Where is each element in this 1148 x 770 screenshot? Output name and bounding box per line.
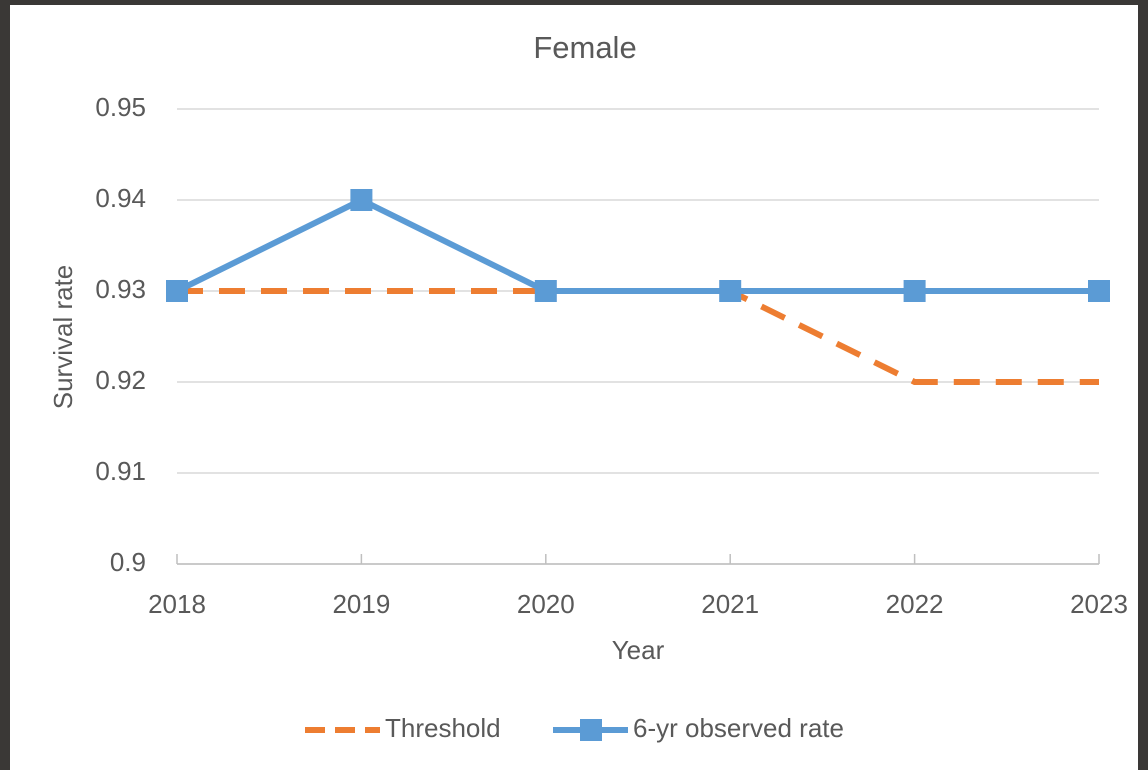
series-marker — [903, 280, 926, 302]
x-tick-label: 2021 — [701, 589, 759, 619]
series-line — [175, 196, 1099, 294]
x-tick-label: 2018 — [148, 589, 206, 619]
x-axis-label: Year — [612, 635, 665, 665]
legend-label: 6-yr observed rate — [633, 713, 844, 743]
y-tick-label: 0.94 — [95, 183, 146, 213]
y-tick-label: 0.9 — [110, 547, 146, 577]
x-tick-label: 2019 — [332, 589, 390, 619]
y-tick-label: 0.91 — [95, 456, 146, 486]
series-marker — [719, 280, 742, 302]
x-tick-label: 2023 — [1070, 589, 1128, 619]
x-tick-label: 2022 — [886, 589, 944, 619]
y-tick-label: 0.92 — [95, 365, 146, 395]
chart-title: Female — [533, 30, 636, 65]
y-axis-label: Survival rate — [48, 265, 78, 410]
legend-marker — [580, 719, 602, 741]
chart-area — [10, 5, 1138, 770]
series-marker — [350, 189, 373, 211]
legend-label: Threshold — [385, 713, 501, 743]
series-marker — [534, 280, 557, 302]
series-marker — [1088, 280, 1110, 302]
y-tick-label: 0.95 — [95, 92, 146, 122]
y-tick-label: 0.93 — [95, 274, 146, 304]
series-marker — [166, 280, 188, 302]
x-tick-label: 2020 — [517, 589, 575, 619]
